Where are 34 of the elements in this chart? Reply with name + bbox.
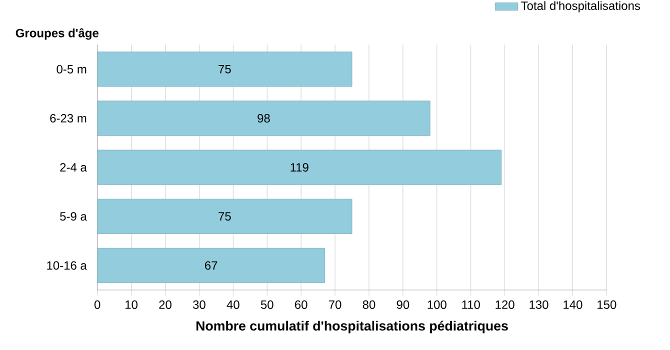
x-tick-label: 120 — [496, 300, 514, 309]
data-label: 67 — [205, 261, 218, 270]
bar — [97, 100, 430, 136]
x-axis-title: Nombre cumulatif d'hospitalisations pédiatriques — [196, 320, 508, 334]
y-axis-title: Groupes d'âge — [16, 28, 99, 40]
y-tick-label: 6-23 m — [50, 114, 86, 123]
x-tick-label: 140 — [564, 300, 582, 309]
y-tick-label: 2-4 a — [60, 163, 87, 172]
x-tick-label: 10 — [126, 300, 138, 309]
x-tick-label: 100 — [428, 300, 446, 309]
y-tick-label: 10-16 a — [47, 261, 87, 270]
data-label: 75 — [218, 212, 231, 221]
x-tick-label: 90 — [396, 300, 410, 309]
x-tick-label: 60 — [295, 300, 308, 309]
x-tick-label: 40 — [226, 300, 240, 309]
bar — [97, 198, 352, 234]
bar — [97, 248, 326, 283]
y-tick-label: 0-5 m — [56, 64, 86, 74]
bar — [97, 150, 502, 185]
data-label: 75 — [218, 65, 231, 74]
data-label: 98 — [258, 114, 270, 123]
x-tick-label: 20 — [159, 300, 172, 309]
x-tick-label: 150 — [598, 300, 616, 309]
legend-label: Total d'hospitalisations — [521, 1, 640, 12]
data-label: 119 — [290, 163, 308, 172]
x-tick-label: 30 — [192, 300, 206, 309]
x-tick-label: 50 — [260, 300, 274, 309]
x-tick-label: 0 — [94, 300, 100, 309]
x-tick-label: 80 — [362, 300, 376, 309]
y-tick-label: 5-9 a — [60, 212, 87, 221]
x-tick-label: 110 — [462, 300, 480, 309]
x-tick-label: 130 — [530, 300, 548, 309]
bar — [97, 52, 352, 87]
x-tick-label: 70 — [328, 300, 342, 309]
